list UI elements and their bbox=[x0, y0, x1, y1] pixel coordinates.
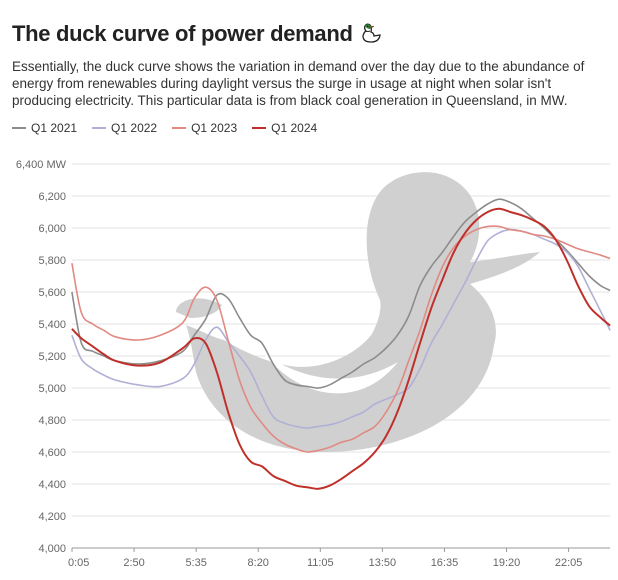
chart-gridlines bbox=[72, 163, 610, 549]
x-tick-label: 19:20 bbox=[493, 557, 521, 569]
y-tick-label: 4,800 bbox=[38, 415, 66, 427]
y-tick-label: 5,400 bbox=[38, 319, 66, 331]
y-tick-label: 5,600 bbox=[38, 287, 66, 299]
chart-legend: Q1 2021 Q1 2022 Q1 2023 Q1 2024 bbox=[12, 121, 317, 135]
x-tick-label: 22:05 bbox=[555, 557, 583, 569]
legend-label-q1-2021: Q1 2021 bbox=[31, 121, 78, 135]
y-tick-label: 5,800 bbox=[38, 255, 66, 267]
legend-item-q1-2021: Q1 2021 bbox=[12, 121, 77, 135]
legend-label-q1-2023: Q1 2023 bbox=[191, 121, 238, 135]
series-line-q1-2023 bbox=[71, 225, 611, 453]
chart-subtitle: Essentially, the duck curve shows the va… bbox=[12, 59, 585, 108]
legend-item-q1-2022: Q1 2022 bbox=[92, 121, 157, 135]
y-tick-label: 6,000 bbox=[38, 223, 66, 235]
series-line-q1-2024 bbox=[71, 207, 611, 490]
legend-label-q1-2024: Q1 2024 bbox=[271, 121, 318, 135]
x-tick-label: 11:05 bbox=[307, 557, 334, 569]
y-tick-label: 4,200 bbox=[38, 511, 66, 523]
duck-icon bbox=[359, 20, 383, 50]
chart-title-text: The duck curve of power demand bbox=[12, 21, 353, 46]
y-tick-label: 4,400 bbox=[38, 479, 66, 491]
legend-swatch-q1-2023 bbox=[172, 127, 187, 129]
legend-swatch-q1-2024 bbox=[252, 127, 267, 129]
x-tick-label: 0:05 bbox=[68, 557, 89, 569]
chart-title: The duck curve of power demand bbox=[12, 20, 383, 50]
legend-item-q1-2023: Q1 2023 bbox=[172, 121, 237, 135]
y-tick-label: 4,000 bbox=[38, 543, 66, 555]
series-lines bbox=[71, 198, 611, 490]
x-tick-label: 8:20 bbox=[248, 557, 269, 569]
y-tick-label: 6,200 bbox=[38, 191, 66, 203]
x-axis: 0:05 2:50 5:35 8:20 11:05 13:50 16:35 19:20 22:0… bbox=[68, 548, 582, 569]
legend-swatch-q1-2021 bbox=[12, 127, 26, 129]
legend-swatch-q1-2022 bbox=[92, 127, 107, 129]
legend-item-q1-2024: Q1 2024 bbox=[252, 121, 317, 135]
x-tick-label: 13:50 bbox=[369, 557, 397, 569]
y-tick-label: 5,000 bbox=[38, 383, 66, 395]
y-tick-label: 4,600 bbox=[38, 447, 66, 459]
y-axis: 4,000 4,200 4,400 4,600 4,800 5,000 5,200 5,400… bbox=[16, 159, 67, 555]
y-tick-label: 6,400 MW bbox=[16, 159, 67, 171]
y-tick-label: 5,200 bbox=[38, 351, 66, 363]
x-tick-label: 16:35 bbox=[431, 557, 459, 569]
legend-label-q1-2022: Q1 2022 bbox=[111, 121, 158, 135]
series-line-q1-2021 bbox=[71, 198, 611, 389]
x-tick-label: 2:50 bbox=[123, 557, 144, 569]
x-tick-label: 5:35 bbox=[185, 557, 206, 569]
